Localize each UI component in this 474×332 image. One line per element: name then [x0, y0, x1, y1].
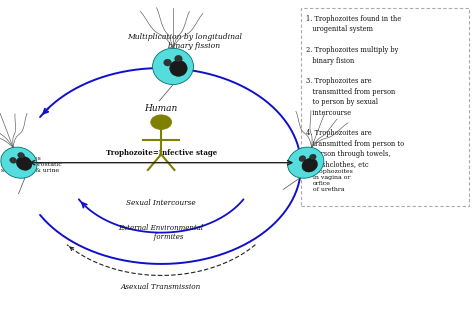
Text: Trophozoite=Infective stage: Trophozoite=Infective stage — [106, 149, 217, 157]
FancyBboxPatch shape — [301, 8, 469, 206]
Ellipse shape — [170, 60, 187, 76]
Ellipse shape — [10, 157, 17, 163]
Text: Sexual Intercourse: Sexual Intercourse — [127, 199, 196, 207]
Text: Human: Human — [145, 104, 178, 113]
Ellipse shape — [18, 152, 25, 158]
Ellipse shape — [288, 147, 324, 178]
Text: Asexual Transmission: Asexual Transmission — [121, 283, 201, 291]
Ellipse shape — [17, 157, 32, 170]
Ellipse shape — [174, 55, 182, 62]
Ellipse shape — [302, 158, 318, 172]
Text: Trophozoites
in vagina or
orfice
of urethra: Trophozoites in vagina or orfice of uret… — [313, 169, 354, 192]
Ellipse shape — [299, 156, 306, 162]
Ellipse shape — [153, 48, 193, 85]
Ellipse shape — [310, 154, 316, 160]
Text: 1. Trophozoites found in the
   urogenital system

2. Trophozoites multiply by
 : 1. Trophozoites found in the urogenital … — [306, 15, 404, 169]
Circle shape — [151, 115, 172, 129]
Text: Trophozoites
in vagina, prostatic
secretions & urine: Trophozoites in vagina, prostatic secret… — [1, 156, 62, 173]
Ellipse shape — [1, 147, 37, 178]
Ellipse shape — [164, 59, 172, 66]
Text: Multiplication by longitudinal
        binary fission: Multiplication by longitudinal binary fi… — [128, 33, 242, 50]
Text: External Environmental
       formites: External Environmental formites — [118, 224, 204, 241]
